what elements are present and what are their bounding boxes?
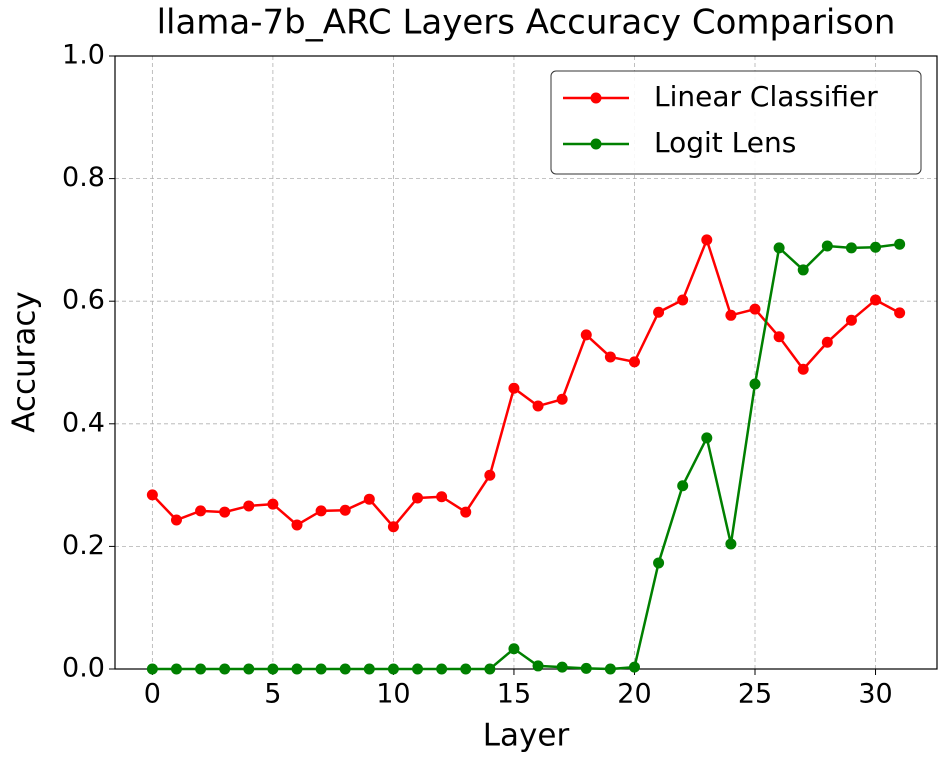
data-point [797, 363, 809, 375]
data-point [845, 242, 857, 254]
data-point [146, 489, 158, 501]
series-line [152, 242, 900, 671]
data-point [195, 505, 207, 517]
data-point [604, 663, 616, 675]
data-point [870, 241, 882, 253]
data-point [219, 506, 231, 518]
data-point [604, 351, 616, 363]
data-point [580, 662, 592, 674]
data-point [243, 663, 255, 675]
data-point [170, 663, 182, 675]
y-tick-label: 0.4 [62, 407, 105, 438]
data-point [556, 393, 568, 405]
data-point [628, 661, 640, 673]
data-point [894, 307, 906, 319]
data-point [436, 491, 448, 503]
y-tick-label: 0.8 [62, 162, 105, 193]
data-point [870, 294, 882, 306]
series-line [151, 236, 901, 529]
x-tick-label: 20 [617, 679, 651, 710]
data-point [532, 400, 544, 412]
x-tick-label: 5 [264, 679, 281, 710]
x-tick-label: 25 [738, 679, 772, 710]
data-point [821, 240, 833, 252]
data-point [460, 506, 472, 518]
plot-frame [114, 55, 938, 670]
legend-label: Linear Classifier [654, 80, 878, 113]
data-point [701, 234, 713, 246]
x-tick-label: 10 [376, 679, 410, 710]
data-point [580, 329, 592, 341]
data-point [725, 538, 737, 550]
data-point [845, 314, 857, 326]
y-tick-label: 0.6 [62, 285, 105, 316]
data-point [291, 519, 303, 531]
data-point [653, 557, 665, 569]
x-tick-label: 15 [497, 679, 531, 710]
y-tick-label: 0.0 [62, 653, 105, 684]
y-tick-label: 0.2 [62, 530, 105, 561]
data-point [773, 242, 785, 254]
data-point [628, 356, 640, 368]
data-point [146, 663, 158, 675]
data-point [387, 663, 399, 675]
data-point [436, 663, 448, 675]
data-point [460, 663, 472, 675]
data-point [653, 306, 665, 318]
data-point [267, 498, 279, 510]
data-point [219, 663, 231, 675]
data-point [315, 663, 327, 675]
data-point [291, 663, 303, 675]
data-point [170, 514, 182, 526]
x-axis-label: Layer [483, 718, 570, 754]
legend-marker [590, 92, 602, 104]
data-point [339, 663, 351, 675]
data-point [243, 500, 255, 512]
data-point [508, 382, 520, 394]
data-point [701, 432, 713, 444]
data-point [387, 521, 399, 533]
y-tick-label: 1.0 [62, 40, 105, 71]
data-point [484, 469, 496, 481]
chart-title: llama-7b_ARC Layers Accuracy Comparison [157, 3, 896, 43]
data-point [749, 378, 761, 390]
data-point [412, 492, 424, 504]
data-point [315, 505, 327, 517]
data-point [894, 238, 906, 250]
legend-marker [590, 138, 602, 150]
data-point [749, 303, 761, 315]
y-axis-label: Accuracy [7, 291, 43, 433]
data-point [195, 663, 207, 675]
data-point [821, 336, 833, 348]
x-tick-label: 30 [858, 679, 892, 710]
data-point [363, 663, 375, 675]
data-point [677, 480, 689, 492]
data-point [677, 294, 689, 306]
x-tick-label: 0 [144, 679, 161, 710]
legend-label: Logit Lens [654, 126, 796, 159]
data-point [532, 660, 544, 672]
data-point [556, 661, 568, 673]
data-point [412, 663, 424, 675]
data-point [797, 264, 809, 276]
data-point [267, 663, 279, 675]
legend-box [550, 70, 922, 175]
data-point [773, 331, 785, 343]
data-point [363, 493, 375, 505]
data-point [725, 309, 737, 321]
data-point [339, 504, 351, 516]
data-point [484, 663, 496, 675]
data-point [508, 643, 520, 655]
